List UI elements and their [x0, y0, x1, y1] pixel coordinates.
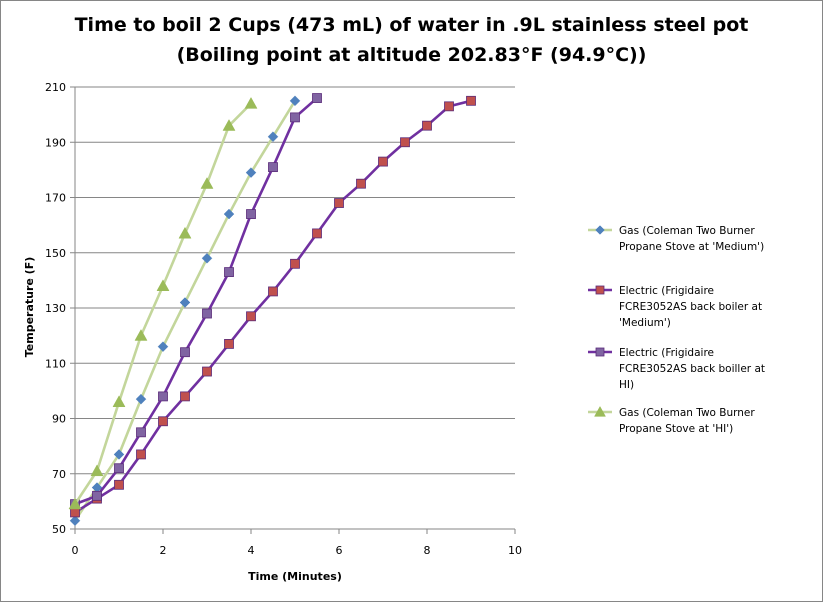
data-point: [224, 267, 234, 277]
x-tick-label: 4: [248, 544, 255, 557]
data-point: [246, 209, 256, 219]
y-tick-label: 190: [45, 136, 66, 149]
legend-marker: [595, 225, 605, 235]
data-point: [114, 479, 124, 490]
data-point: [422, 120, 432, 131]
data-point: [246, 311, 256, 322]
x-axis-title: Time (Minutes): [248, 570, 342, 583]
data-point: [69, 515, 81, 527]
series-1: [69, 95, 301, 527]
legend-label: 'Medium'): [619, 317, 671, 329]
y-tick-label: 110: [45, 357, 66, 370]
data-point: [113, 449, 125, 460]
data-point: [200, 177, 214, 189]
data-point: [158, 391, 168, 402]
legend-label: Gas (Coleman Two Burner: [619, 225, 755, 237]
data-point: [356, 178, 366, 189]
series-4: [68, 97, 258, 510]
data-point: [178, 226, 192, 239]
series-2: [70, 95, 476, 518]
x-tick-label: 0: [72, 544, 79, 557]
legend-item-2: Electric (Frigidaire FCRE3052AS back boil…: [588, 285, 762, 329]
y-tick-label: 210: [45, 81, 66, 94]
axes: 50 70 90 110 130 150 170 190 210 0 2 4 6 8 10: [45, 81, 522, 557]
y-axis-title: Temperature (F): [23, 257, 36, 358]
data-point: [136, 449, 146, 460]
data-point: [179, 297, 191, 308]
data-point: [92, 490, 102, 501]
x-tick-label: 8: [424, 544, 431, 557]
data-point: [289, 95, 301, 107]
y-tick-label: 50: [52, 523, 66, 536]
x-tick-label: 6: [336, 544, 343, 557]
legend-marker: [595, 285, 605, 295]
data-point: [156, 279, 170, 291]
legend-label: Propane Stove at 'Medium'): [619, 241, 764, 253]
legend-item-4: Gas (Coleman Two Burner Propane Stove at …: [588, 405, 755, 435]
legend-marker: [594, 405, 606, 417]
series-line: [73, 100, 297, 522]
data-point: [135, 393, 147, 405]
legend: Gas (Coleman Two Burner Propane Stove at …: [588, 225, 765, 435]
data-point: [134, 329, 148, 341]
data-point: [378, 156, 388, 167]
data-point: [244, 97, 258, 109]
data-point: [70, 507, 80, 518]
data-point: [245, 167, 257, 178]
y-tick-label: 170: [45, 192, 66, 205]
data-point: [312, 228, 322, 239]
data-point: [180, 347, 190, 358]
data-point: [222, 119, 236, 131]
data-point: [223, 208, 235, 220]
data-point: [268, 286, 278, 297]
chart-title-line-1: Time to boil 2 Cups (473 mL) of water in…: [74, 14, 749, 36]
data-point: [90, 464, 104, 477]
data-point: [114, 463, 124, 474]
data-point: [202, 308, 212, 319]
legend-marker: [595, 347, 605, 357]
data-point: [201, 252, 213, 264]
x-tick-label: 2: [160, 544, 167, 557]
data-point: [202, 366, 212, 377]
y-tick-label: 90: [52, 413, 66, 426]
legend-item-1: Gas (Coleman Two Burner Propane Stove at …: [588, 225, 764, 253]
data-point: [224, 339, 234, 349]
data-point: [268, 162, 278, 173]
data-point: [334, 198, 344, 208]
legend-label: Gas (Coleman Two Burner: [619, 407, 755, 419]
data-point: [68, 497, 82, 510]
legend-label: FCRE3052AS back boiler at: [619, 301, 762, 313]
legend-label: Electric (Frigidaire: [619, 285, 714, 297]
chart-title-line-2: (Boiling point at altitude 202.83°F (94.…: [176, 44, 647, 66]
data-point: [312, 93, 322, 103]
series-group: [68, 93, 476, 527]
x-tick-label: 10: [508, 544, 522, 557]
data-point: [158, 416, 168, 427]
y-tick-label: 150: [45, 247, 66, 260]
data-point: [444, 101, 454, 112]
legend-item-3: Electric (Frigidaire FCRE3052AS back boil…: [588, 347, 765, 391]
series-line: [74, 97, 318, 506]
gridlines: [75, 86, 515, 475]
data-point: [400, 137, 410, 148]
legend-label: FCRE3052AS back boiller at: [619, 363, 765, 375]
data-point: [466, 95, 476, 106]
data-point: [112, 395, 126, 408]
legend-label: Electric (Frigidaire: [619, 347, 714, 359]
data-point: [157, 341, 169, 352]
data-point: [267, 131, 279, 143]
series-line: [73, 102, 252, 505]
data-point: [290, 112, 300, 123]
data-point: [136, 427, 146, 438]
legend-label: HI): [619, 379, 634, 391]
legend-label: Propane Stove at 'HI'): [619, 423, 733, 435]
data-point: [180, 391, 190, 402]
data-point: [290, 258, 300, 269]
y-tick-label: 70: [52, 468, 66, 481]
y-tick-label: 130: [45, 302, 66, 315]
series-3: [70, 93, 322, 510]
